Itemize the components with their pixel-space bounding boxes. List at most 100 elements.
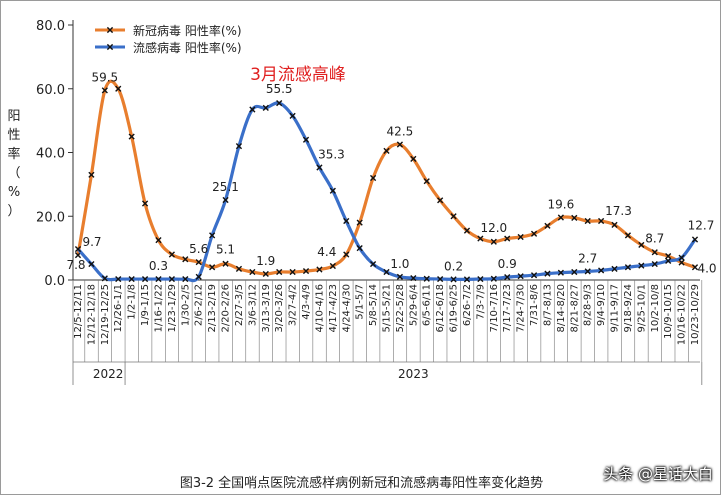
data-point-marker (530, 272, 538, 279)
data-label: 19.6 (548, 198, 575, 212)
data-point-marker (115, 85, 122, 92)
x-tick-label: 3/6-3/12 (247, 284, 258, 326)
positivity-line-chart: 0.0 20.0 40.0 60.0 80.0 阳性率（%） 12/5-12/11 12/12… (7, 19, 717, 385)
data-point-marker (209, 264, 216, 271)
data-point-marker (477, 275, 484, 283)
x-tick-label: 3/13-3/19 (261, 284, 272, 333)
x-tick-label: 10/23-10/29 (690, 284, 701, 345)
data-point-marker (665, 252, 672, 260)
x-tick-label: 2/20-2/26 (221, 284, 232, 333)
x-tick-label: 2/6-2/12 (194, 284, 205, 326)
data-point-marker (571, 268, 578, 276)
data-point-marker (209, 232, 216, 239)
data-point-marker (423, 178, 430, 185)
data-point-marker (584, 268, 591, 275)
y-tick-label: 40.0 (36, 147, 65, 162)
legend-marker (106, 43, 114, 51)
x-tick-label: 12/12-12/18 (86, 284, 97, 345)
y-tick-label: 20.0 (36, 210, 65, 225)
data-point-marker (343, 217, 350, 225)
data-point-marker (437, 197, 444, 204)
data-point-marker (329, 187, 336, 194)
x-tick-label: 7/17-7/23 (502, 284, 513, 333)
data-point-marker (651, 249, 658, 256)
data-label: 7.8 (66, 258, 85, 272)
data-point-marker (316, 266, 323, 273)
data-point-marker (329, 262, 336, 270)
data-point-marker (88, 171, 95, 178)
data-point-marker (611, 265, 618, 272)
x-tick-label: 9/11-9/17 (610, 284, 621, 333)
x-tick-label: 9/25-10/1 (636, 284, 647, 333)
data-point-marker (598, 267, 605, 274)
x-tick-label: 10/16-10/22 (677, 284, 688, 345)
data-label: 1.9 (256, 254, 275, 268)
data-point-marker (195, 259, 202, 266)
data-label: 4.4 (317, 245, 336, 259)
data-label: 8.7 (645, 231, 664, 245)
x-tick-label: 1/16-1/22 (153, 284, 164, 333)
data-point-marker (490, 275, 497, 282)
data-point-marker (74, 245, 82, 253)
data-label: 55.5 (266, 82, 293, 96)
data-point-marker (141, 200, 149, 207)
data-point-marker (477, 235, 484, 242)
x-tick-label: 10/9-10/15 (663, 284, 674, 339)
x-tick-label: 12/5-12/11 (73, 284, 84, 339)
data-point-marker (369, 174, 377, 182)
x-tick-label: 5/8-5/14 (368, 284, 379, 326)
data-point-marker (450, 276, 457, 283)
data-point-marker (651, 260, 658, 268)
data-point-marker (383, 147, 390, 155)
x-tick-label: 4/10-4/16 (314, 284, 325, 333)
x-tick-label: 9/18-9/24 (623, 284, 634, 333)
data-point-marker (182, 275, 189, 283)
watermark: 头条 @星话大白 (603, 465, 713, 483)
data-point-marker (235, 143, 243, 150)
x-tick-label: 1/30-2/5 (180, 284, 191, 326)
data-point-marker (517, 233, 524, 241)
data-point-marker (128, 133, 135, 140)
peak-annotation: 3月流感高峰 (250, 65, 346, 85)
x-tick-label: 2/27-3/5 (234, 284, 245, 326)
data-point-marker (222, 260, 229, 267)
data-label: 17.3 (605, 204, 632, 218)
data-point-marker (691, 236, 699, 243)
x-tick-label: 5/22-5/28 (395, 284, 406, 333)
data-point-marker (168, 251, 175, 258)
data-point-marker (396, 273, 404, 280)
x-tick-label: 6/12-6/18 (435, 284, 446, 333)
data-point-marker (678, 254, 685, 261)
data-label: 2.7 (578, 251, 597, 265)
year-label: 2023 (398, 367, 429, 381)
x-tick-label: 7/3-7/9 (475, 284, 486, 320)
data-point-marker (638, 262, 645, 269)
x-tick-label: 7/10-7/16 (489, 284, 500, 333)
data-label: 1.0 (390, 257, 409, 271)
data-point-marker (222, 196, 229, 204)
series-line-covid (76, 79, 696, 276)
data-point-marker (276, 99, 283, 107)
data-point-marker (450, 213, 457, 220)
data-point-marker (517, 273, 524, 280)
data-point-marker (530, 230, 538, 237)
data-label: 5.6 (189, 242, 208, 256)
figure-caption: 图3-2 全国哨点医院流感样病例新冠和流感病毒阳性率变化趋势 (179, 476, 544, 491)
x-tick-label: 10/2-10/8 (650, 284, 661, 333)
y-tick-label: 0.0 (44, 274, 65, 289)
data-point-marker (598, 217, 605, 225)
data-label: 9.7 (82, 235, 101, 249)
x-tick-label: 8/7-8/13 (542, 284, 553, 326)
data-point-marker (383, 268, 390, 276)
data-point-marker (302, 136, 310, 143)
data-point-marker (396, 141, 404, 148)
year-label: 2022 (93, 367, 124, 381)
data-point-marker (410, 155, 417, 162)
data-point-marker (356, 245, 363, 252)
x-tick-label: 7/24-7/30 (516, 284, 527, 333)
data-point-marker (343, 251, 350, 258)
data-point-marker (115, 275, 122, 283)
x-tick-label: 5/1-5/7 (355, 284, 366, 320)
data-point-marker (691, 264, 699, 271)
data-point-marker (101, 275, 108, 282)
